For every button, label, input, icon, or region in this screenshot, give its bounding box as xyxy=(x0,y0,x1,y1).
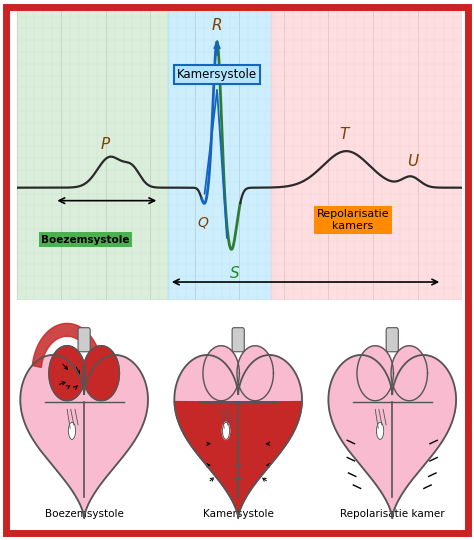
Text: R: R xyxy=(212,18,222,33)
Polygon shape xyxy=(357,346,393,401)
Text: T: T xyxy=(339,127,349,141)
Bar xyxy=(271,11,462,300)
Polygon shape xyxy=(174,402,302,518)
FancyBboxPatch shape xyxy=(78,328,90,352)
Text: U: U xyxy=(408,154,419,169)
Polygon shape xyxy=(391,346,428,401)
Polygon shape xyxy=(49,346,85,401)
Text: Kamersystole: Kamersystole xyxy=(203,509,273,519)
Polygon shape xyxy=(20,402,148,518)
Polygon shape xyxy=(328,402,456,518)
Polygon shape xyxy=(32,323,100,367)
Polygon shape xyxy=(83,346,119,401)
Polygon shape xyxy=(20,355,148,518)
Polygon shape xyxy=(328,355,456,518)
FancyBboxPatch shape xyxy=(232,328,244,352)
Text: Boezemsystole: Boezemsystole xyxy=(45,509,124,519)
Text: Kamersystole: Kamersystole xyxy=(177,68,257,81)
Bar xyxy=(168,11,271,300)
Polygon shape xyxy=(203,346,239,401)
Ellipse shape xyxy=(222,422,230,440)
Text: P: P xyxy=(101,137,110,152)
Text: Repolarisatie
kamers: Repolarisatie kamers xyxy=(317,209,389,231)
Polygon shape xyxy=(237,346,273,401)
Bar xyxy=(17,11,168,300)
Ellipse shape xyxy=(68,422,76,440)
Text: Boezemsystole: Boezemsystole xyxy=(41,234,130,245)
Ellipse shape xyxy=(376,422,384,440)
FancyBboxPatch shape xyxy=(386,328,398,352)
Text: Repolarisatie kamer: Repolarisatie kamer xyxy=(340,509,445,519)
Polygon shape xyxy=(174,355,302,518)
Text: Q: Q xyxy=(197,216,208,230)
Text: S: S xyxy=(230,266,240,280)
